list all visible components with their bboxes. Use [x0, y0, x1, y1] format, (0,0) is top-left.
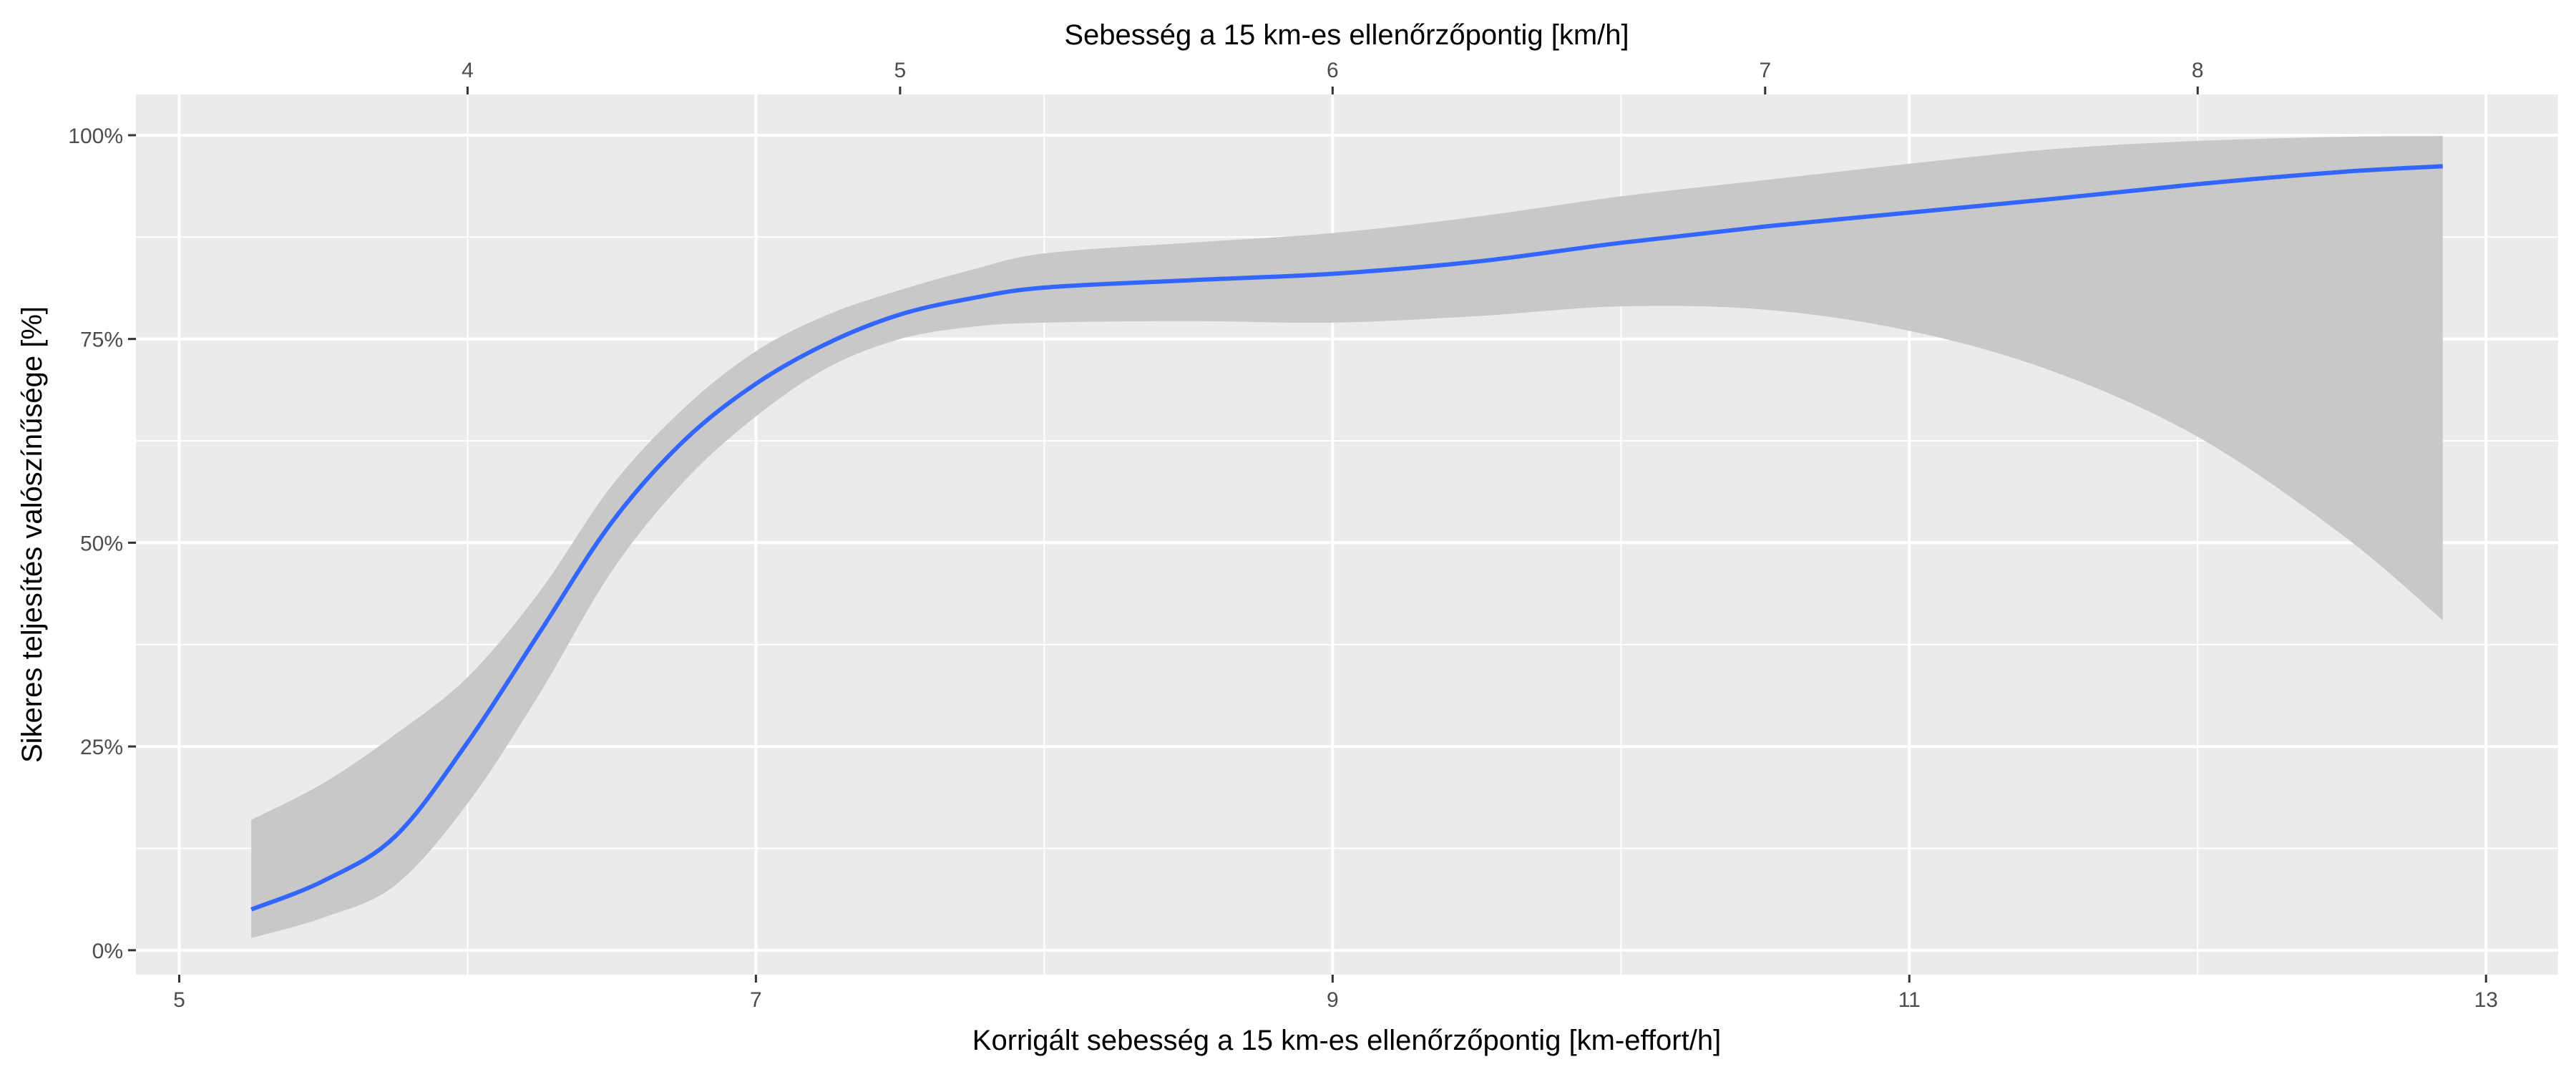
y-tick-label: 0% [92, 940, 123, 963]
x-tick-label: 7 [750, 988, 762, 1012]
fit-line [250, 164, 2443, 912]
data-layer [250, 136, 2443, 938]
x2-axis-title: Sebesség a 15 km-es ellenőrzőpontig [km/… [1064, 19, 1629, 51]
y-tick-label: 100% [68, 125, 123, 148]
x-tick-label: 5 [173, 988, 185, 1012]
y-tick-label: 50% [80, 532, 123, 555]
x2-tick-label: 5 [894, 59, 907, 82]
x2-tick-label: 7 [1759, 59, 1771, 82]
x2-tick-label: 6 [1327, 59, 1339, 82]
y-tick-label: 75% [80, 328, 123, 352]
axis-layer: 5 7 9 11 13 4 5 6 7 8 0% 25% 50% 75% 100% [68, 59, 2498, 1012]
confidence-band [251, 136, 2443, 938]
x-tick-label: 13 [2474, 988, 2498, 1012]
y-tick-label: 25% [80, 736, 123, 759]
y-axis-title: Sikeres teljesítés valószínűsége [%] [16, 306, 48, 763]
x2-tick-label: 4 [462, 59, 474, 82]
x2-tick-label: 8 [2192, 59, 2204, 82]
x-axis-title: Korrigált sebesség a 15 km-es ellenőrzőp… [972, 1025, 1721, 1056]
x-tick-label: 11 [1898, 988, 1921, 1012]
x-tick-label: 9 [1327, 988, 1339, 1012]
